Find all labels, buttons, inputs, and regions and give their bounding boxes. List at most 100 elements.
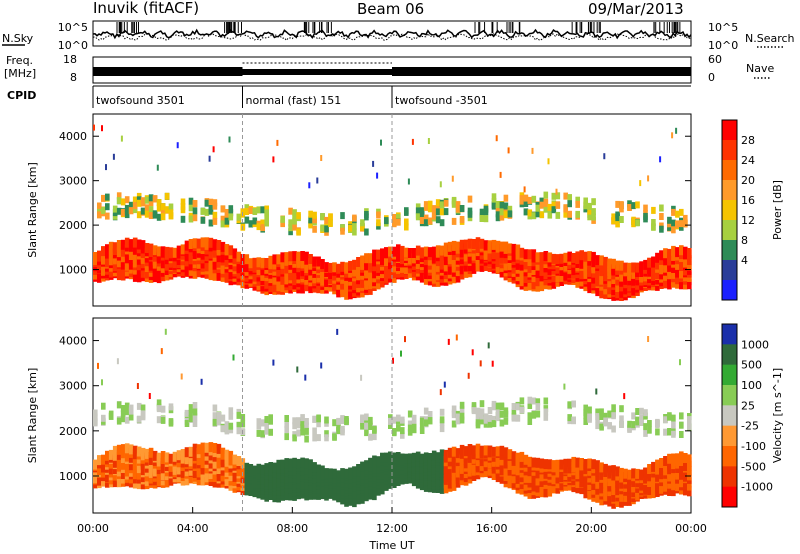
heatmap-cell: [527, 209, 533, 217]
heatmap-cell: [136, 199, 142, 207]
heatmap-cell: [519, 397, 525, 405]
heatmap-cell: [471, 402, 477, 410]
colorbar-cell: [722, 385, 737, 406]
heatmap-cell: [156, 199, 162, 207]
heatmap-cell: [607, 410, 612, 418]
heatmap-cell: [595, 422, 600, 430]
heatmap-cell: [583, 202, 588, 210]
cpid-label: CPID: [7, 89, 36, 102]
heatmap-cell: [571, 462, 576, 473]
heatmap-cell: [527, 418, 533, 425]
heatmap-cell: [300, 251, 305, 261]
heatmap-cell: [192, 214, 198, 222]
heatmap-cell: [555, 459, 561, 470]
heatmap-cell: [423, 407, 429, 415]
heatmap-cell: [667, 428, 672, 436]
heatmap-cell: [120, 405, 126, 412]
heatmap-cell: [491, 360, 494, 367]
heatmap-cell: [427, 205, 433, 213]
heatmap-cell: [340, 425, 345, 433]
heatmap-cell: [376, 211, 381, 219]
power-panel: 1000 2000 3000 4000 Slant Range [km] 28 24 20 16…: [26, 113, 784, 307]
heatmap-cell: [683, 246, 688, 257]
heatmap-cell: [300, 423, 305, 431]
heatmap-cell: [168, 203, 174, 211]
heatmap-cell: [679, 412, 684, 420]
y-tick-label: 1000: [59, 470, 87, 483]
heatmap-cell: [248, 258, 254, 269]
heatmap-cell: [264, 209, 269, 217]
heatmap-cell: [443, 449, 449, 460]
heatmap-cell: [152, 251, 158, 262]
heatmap-cell: [487, 420, 493, 428]
heatmap-cell: [571, 253, 576, 263]
heatmap-cell: [575, 196, 580, 204]
heatmap-cell: [380, 139, 382, 146]
heatmap-cell: [140, 207, 146, 215]
heatmap-cell: [388, 246, 393, 257]
heatmap-cell: [284, 415, 289, 422]
heatmap-cell: [360, 374, 363, 381]
heatmap-cell: [256, 418, 262, 426]
heatmap-cell: [136, 383, 139, 389]
heatmap-cell: [523, 208, 529, 216]
heatmap-cell: [160, 246, 166, 257]
heatmap-cell: [491, 193, 497, 201]
heatmap-cell: [451, 175, 454, 182]
heatmap-cell: [499, 171, 502, 178]
heatmap-cell: [268, 255, 273, 266]
heatmap-cell: [380, 248, 385, 259]
heatmap-cell: [479, 208, 485, 216]
heatmap-cell: [204, 472, 210, 483]
heatmap-cell: [352, 228, 357, 236]
heatmap-cell: [296, 212, 301, 220]
heatmap-cell: [232, 454, 238, 465]
heatmap-cell: [551, 192, 557, 200]
heatmap-cell: [467, 210, 473, 218]
heatmap-cell: [439, 408, 445, 416]
heatmap-cell: [356, 464, 361, 474]
colorbar-cell: [722, 324, 737, 345]
colorbar-tick-label: -1000: [741, 481, 773, 494]
colorbar-cell: [722, 486, 737, 508]
heatmap-cell: [527, 249, 533, 260]
heatmap-cell: [392, 416, 397, 424]
heatmap-cell: [364, 429, 369, 437]
heatmap-cell: [427, 200, 433, 208]
x-tick-label: 16:00: [476, 522, 508, 535]
heatmap-cell: [320, 362, 323, 369]
heatmap-cell: [455, 413, 461, 421]
colorbar-tick-label: -25: [741, 420, 759, 433]
heatmap-cell: [671, 430, 676, 438]
heatmap-cell: [124, 196, 130, 204]
colorbar-cell: [722, 140, 737, 161]
heatmap-cell: [427, 417, 433, 425]
heatmap-cell: [459, 444, 465, 455]
heatmap-cell: [495, 414, 501, 422]
nsearch-label: N.Search: [745, 32, 795, 45]
heatmap-cell: [304, 469, 309, 480]
heatmap-cell: [176, 450, 182, 461]
heatmap-cell: [176, 245, 182, 256]
heatmap-cell: [152, 195, 158, 203]
heatmap-cell: [491, 446, 497, 457]
heatmap-cell: [471, 239, 477, 249]
heatmap-cell: [304, 422, 309, 430]
heatmap-cell: [316, 256, 321, 267]
heatmap-cell: [535, 482, 541, 493]
heatmap-cell: [160, 451, 166, 461]
heatmap-cell: [679, 359, 681, 366]
heatmap-cell: [583, 411, 588, 419]
colorbar-tick-label: 12: [741, 214, 755, 227]
heatmap-cell: [128, 407, 134, 415]
heatmap-cell: [631, 468, 636, 479]
heatmap-cell: [268, 428, 273, 436]
heatmap-cell: [667, 413, 672, 421]
heatmap-cell: [679, 223, 684, 231]
heatmap-cell: [316, 420, 321, 428]
heatmap-cell: [407, 178, 410, 185]
heatmap-cell: [296, 458, 301, 469]
heatmap-cell: [659, 264, 664, 275]
heatmap-cell: [611, 213, 616, 221]
colorbar-tick-label: 25: [741, 399, 755, 412]
